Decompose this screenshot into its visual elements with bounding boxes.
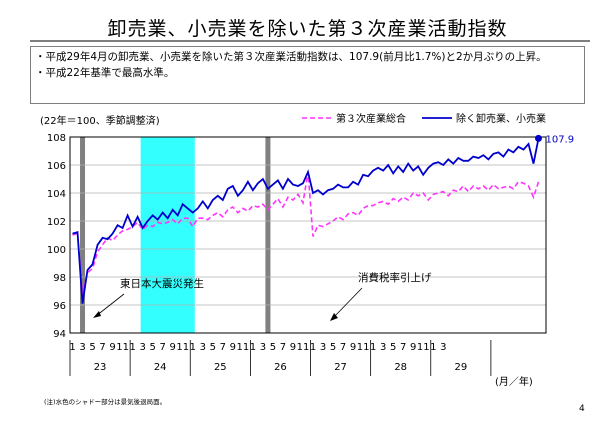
x-month-label: 1: [430, 342, 436, 353]
last-point-marker: [534, 134, 542, 142]
x-month-label: 5: [330, 342, 336, 353]
x-month-label: 11: [357, 342, 370, 353]
x-month-label: 9: [290, 342, 296, 353]
title-underline: [30, 40, 590, 42]
x-month-label: 5: [390, 342, 396, 353]
x-month-label: 5: [270, 342, 276, 353]
x-month-label: 1: [310, 342, 316, 353]
footnote: (注)水色のシャドー部分は景気後退局面。: [44, 398, 167, 406]
x-month-label: 5: [89, 342, 95, 353]
x-month-label: 11: [236, 342, 249, 353]
x-month-label: 1: [129, 342, 135, 353]
y-tick-label: 98: [53, 273, 66, 284]
x-month-label: 5: [149, 342, 155, 353]
x-month-label: 5: [210, 342, 216, 353]
x-month-label: 7: [160, 342, 166, 353]
x-month-label: 3: [139, 342, 145, 353]
summary-bullet-2: ・平成22年基準で最高水準。: [35, 67, 175, 79]
recession-shade: [140, 137, 195, 333]
x-year-label: 26: [274, 362, 287, 373]
x-month-label: 7: [340, 342, 346, 353]
plot-frame: [69, 136, 547, 334]
x-month-label: 7: [220, 342, 226, 353]
x-month-label: 9: [410, 342, 416, 353]
summary-box: ・平成29年4月の卸売業、小売業を除いた第３次産業活動指数は、107.9(前月比…: [30, 46, 585, 104]
legend-label-excl: 除く卸売業、小売業: [456, 112, 546, 125]
y-tick-label: 96: [53, 301, 66, 312]
unit-label: (22年＝100、季節調整済): [40, 114, 160, 127]
x-month-label: 1: [190, 342, 196, 353]
x-month-label: 1: [370, 342, 376, 353]
x-year-label: 23: [94, 362, 107, 373]
axis-unit-label: (月／年): [495, 375, 533, 388]
x-month-label: 3: [79, 342, 85, 353]
page-number: 4: [579, 404, 585, 414]
x-month-label: 11: [297, 342, 310, 353]
x-month-label: 3: [320, 342, 326, 353]
summary-bullet-1: ・平成29年4月の卸売業、小売業を除いた第３次産業活動指数は、107.9(前月比…: [35, 51, 547, 63]
x-month-label: 3: [380, 342, 386, 353]
series-line-total: [72, 171, 540, 294]
x-month-label: 7: [99, 342, 105, 353]
y-tick-label: 108: [47, 133, 66, 144]
y-tick-label: 100: [47, 245, 66, 256]
earthquake-arrowhead: [93, 311, 101, 318]
x-month-label: 9: [350, 342, 356, 353]
earthquake-marker-bar: [80, 137, 86, 333]
tax-arrow: [332, 287, 363, 319]
y-tick-label: 102: [47, 217, 66, 228]
page-title: 卸売業、小売業を除いた第３次産業活動指数: [107, 18, 508, 40]
x-year-label: 29: [454, 362, 467, 373]
last-value-label: 107.9: [545, 134, 574, 145]
series-line-excl: [72, 138, 540, 304]
x-month-label: 11: [417, 342, 430, 353]
x-month-label: 11: [116, 342, 129, 353]
x-year-label: 27: [334, 362, 347, 373]
x-month-label: 9: [170, 342, 176, 353]
tax-annotation: 消費税率引上げ: [358, 271, 432, 284]
tax-marker-bar: [265, 137, 271, 333]
x-month-label: 1: [69, 342, 75, 353]
earthquake-annotation: 東日本大震災発生: [120, 277, 204, 290]
x-year-label: 24: [154, 362, 167, 373]
x-year-label: 28: [394, 362, 407, 373]
x-month-label: 1: [250, 342, 256, 353]
x-month-label: 7: [280, 342, 286, 353]
earthquake-arrow: [95, 293, 125, 317]
legend-label-total: 第３次産業総合: [336, 112, 406, 125]
y-tick-label: 104: [47, 189, 66, 200]
x-year-label: 25: [214, 362, 227, 373]
tax-arrowhead: [330, 313, 338, 321]
y-tick-label: 94: [53, 329, 66, 340]
x-month-label: 11: [176, 342, 189, 353]
x-month-label: 3: [260, 342, 266, 353]
x-month-label: 3: [200, 342, 206, 353]
x-month-label: 3: [440, 342, 446, 353]
y-tick-label: 106: [47, 161, 66, 172]
x-month-label: 9: [230, 342, 236, 353]
x-month-label: 7: [400, 342, 406, 353]
x-month-label: 9: [109, 342, 115, 353]
